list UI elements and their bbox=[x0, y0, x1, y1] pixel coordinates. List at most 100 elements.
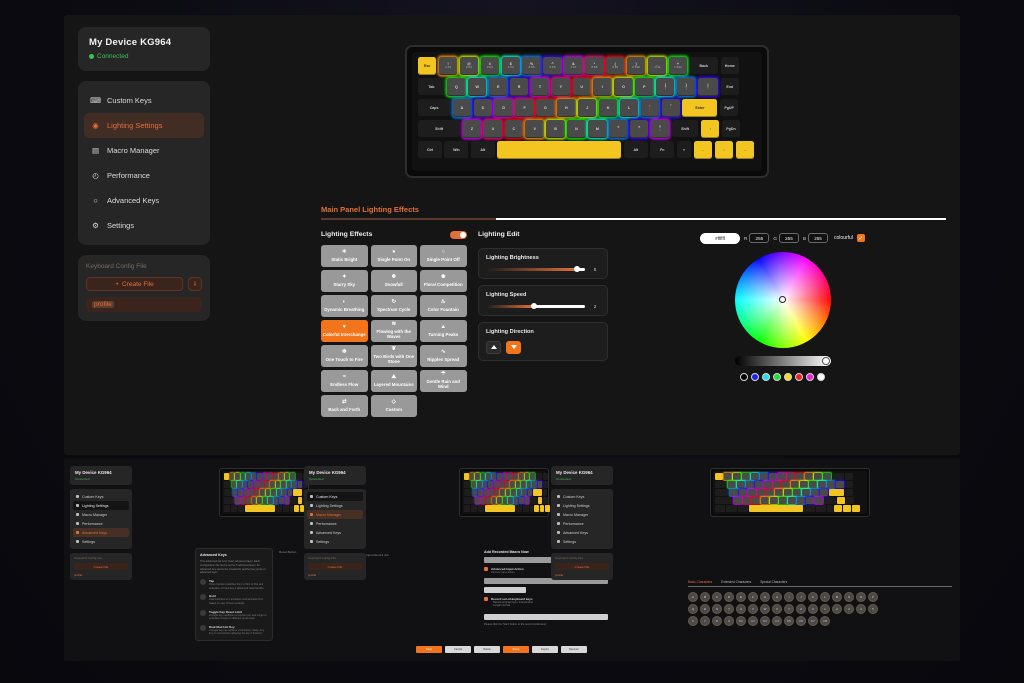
effect-button-floral-competition[interactable]: ❀ Floral Competition bbox=[420, 270, 467, 292]
character-tab-special-characters[interactable]: Special Characters bbox=[760, 580, 788, 584]
keyboard-key[interactable]: | \ bbox=[697, 78, 719, 96]
character-chip[interactable]: F bbox=[748, 592, 758, 602]
keyboard-key[interactable]: R bbox=[509, 78, 529, 96]
keyboard-key[interactable]: Back bbox=[689, 57, 719, 75]
keyboard-key[interactable]: ← bbox=[693, 141, 713, 159]
thumb6-record-button[interactable] bbox=[484, 586, 526, 593]
character-chip[interactable]: F8 bbox=[820, 616, 830, 626]
keyboard-key[interactable]: Alt bbox=[470, 141, 495, 159]
keyboard-key[interactable]: ↓ bbox=[714, 141, 734, 159]
thumbnail-5-keyboard[interactable] bbox=[459, 468, 550, 517]
advanced-key-item[interactable]: Dual Mod Hot Key A single key can achieve… bbox=[200, 624, 268, 636]
keyboard-key[interactable]: S bbox=[473, 99, 492, 117]
character-chip[interactable]: 9 bbox=[724, 616, 734, 626]
thumb-sidebar-item-macro-manager[interactable]: Macro Manager bbox=[73, 510, 129, 519]
thumbnail-9-characters[interactable]: Basic Characters Extended Characters Speci… bbox=[688, 580, 952, 626]
brightness-slider[interactable] bbox=[486, 266, 585, 272]
thumb7-profile[interactable]: profile bbox=[555, 573, 564, 577]
keyboard-key[interactable]: V bbox=[525, 120, 544, 138]
keyboard-key[interactable]: D bbox=[494, 99, 513, 117]
keyboard-key[interactable]: Tab bbox=[418, 78, 445, 96]
keyboard-key[interactable]: #3 F3 bbox=[480, 57, 500, 75]
keyboard-key[interactable]: Q bbox=[447, 78, 466, 96]
hex-color-input[interactable]: #ffffff bbox=[700, 232, 741, 244]
keyboard-key[interactable]: A bbox=[452, 99, 472, 117]
character-chip[interactable]: C bbox=[712, 592, 722, 602]
keyboard-key[interactable]: K bbox=[598, 99, 618, 117]
effect-button-back-and-forth[interactable]: ⇄ Back and Forth bbox=[321, 395, 368, 417]
keyboard-key[interactable]: Alt bbox=[623, 141, 648, 159]
keyboard-key[interactable]: Home bbox=[720, 57, 739, 75]
character-chip[interactable]: T bbox=[724, 604, 734, 614]
character-tab-basic-characters[interactable]: Basic Characters bbox=[688, 580, 713, 584]
effect-button-snowfall[interactable]: ❄ Snowfall bbox=[370, 270, 417, 292]
character-chip[interactable]: F5 bbox=[784, 616, 794, 626]
character-chip[interactable]: K bbox=[808, 592, 818, 602]
thumb-sidebar-item-lighting-settings[interactable]: Lighting Settings bbox=[554, 501, 610, 510]
lighting-effects-toggle[interactable] bbox=[450, 230, 467, 239]
keyboard-key[interactable]: Z bbox=[462, 120, 482, 138]
thumb1-profile[interactable]: profile bbox=[74, 573, 83, 577]
character-chip[interactable]: A bbox=[688, 592, 698, 602]
thumb-footer-button-recover[interactable]: Recover bbox=[561, 646, 587, 653]
keyboard-key[interactable]: M bbox=[588, 120, 607, 138]
effect-button-color-fountain[interactable]: ♨ Color Fountain bbox=[420, 295, 467, 317]
character-chip[interactable]: E bbox=[736, 592, 746, 602]
keyboard-key[interactable]: @2 F2 bbox=[459, 57, 479, 75]
thumb-footer-button-reset[interactable]: Reset bbox=[503, 646, 529, 653]
thumb4-profile[interactable]: profile bbox=[308, 573, 317, 577]
keyboard-key[interactable]: PgUP bbox=[719, 99, 739, 117]
sidebar-item-performance[interactable]: ◴ Performance bbox=[84, 163, 204, 188]
keyboard-key[interactable]: * 8 F8 bbox=[585, 57, 604, 75]
keyboard-key[interactable]: {[ bbox=[656, 78, 675, 96]
effect-button-layered-mountains[interactable]: ⛰ Layered Mountains bbox=[370, 370, 417, 392]
effect-button-dynamic-breathing[interactable]: ◐ Dynamic Breathing bbox=[321, 295, 368, 317]
character-chip[interactable]: H bbox=[772, 592, 782, 602]
keyboard-key[interactable]: ! 1 F1 bbox=[438, 57, 458, 75]
advanced-key-item[interactable]: Tap Press function switches the 1 of firs… bbox=[200, 579, 268, 590]
character-chip[interactable]: N bbox=[844, 592, 854, 602]
effect-button-custom[interactable]: ◇ Custom bbox=[370, 395, 417, 417]
keyboard-key[interactable]: Esc bbox=[418, 57, 437, 75]
character-chip[interactable]: G bbox=[760, 592, 770, 602]
character-chip[interactable]: M bbox=[832, 592, 842, 602]
thumbnail-8-keyboard[interactable] bbox=[710, 468, 870, 517]
thumb-footer-button-export[interactable]: Export bbox=[532, 646, 558, 653]
keyboard-key[interactable]: G bbox=[536, 99, 555, 117]
effect-button-colorful-interchange[interactable]: ♥ Colorful Interchange bbox=[321, 320, 368, 342]
character-chip[interactable]: 5 bbox=[868, 604, 878, 614]
keyboard-key[interactable]: Win bbox=[444, 141, 469, 159]
color-swatch[interactable] bbox=[806, 372, 814, 381]
effect-button-static-bright[interactable]: ☀ Static Bright bbox=[321, 245, 368, 267]
character-chip[interactable]: F6 bbox=[796, 616, 806, 626]
effect-button-flowing-with-the-waves[interactable]: ≋ Flowing with the Waves bbox=[370, 320, 417, 342]
character-chip[interactable]: F2 bbox=[748, 616, 758, 626]
character-tab-extended-characters[interactable]: Extended Characters bbox=[721, 580, 752, 584]
thumb-sidebar-item-custom-keys[interactable]: Custom Keys bbox=[307, 492, 363, 501]
thumb-sidebar-item-custom-keys[interactable]: Custom Keys bbox=[554, 492, 610, 501]
sidebar-item-advanced-keys[interactable]: ○ Advanced Keys bbox=[84, 188, 204, 213]
keyboard-key[interactable] bbox=[497, 141, 622, 159]
thumbnail-4-sidebar[interactable]: My Device KG964 Connected Custom Keys Lig… bbox=[304, 466, 366, 580]
keyboard-key[interactable]: Shift bbox=[671, 120, 699, 138]
color-swatch[interactable] bbox=[751, 372, 759, 381]
character-chip[interactable]: W bbox=[760, 604, 770, 614]
sidebar-item-settings[interactable]: ⚙ Settings bbox=[84, 213, 204, 238]
effect-button-single-point-on[interactable]: ● Single Point On bbox=[370, 245, 417, 267]
character-chip[interactable]: V bbox=[748, 604, 758, 614]
direction-up-button[interactable] bbox=[486, 340, 501, 354]
effect-button-ripples-spread[interactable]: ∿ Ripples Spread bbox=[420, 345, 467, 367]
character-chip[interactable]: R bbox=[700, 604, 710, 614]
keyboard-key[interactable]: H bbox=[557, 99, 576, 117]
thumb-sidebar-item-advanced-keys[interactable]: Advanced Keys bbox=[554, 528, 610, 537]
character-chip[interactable]: S bbox=[712, 604, 722, 614]
character-chip[interactable]: D bbox=[724, 592, 734, 602]
keyboard-key[interactable]: B bbox=[546, 120, 565, 138]
character-chip[interactable]: L bbox=[820, 592, 830, 602]
thumb6-checkbox-1[interactable]: Advanced Input Action Recover input acti… bbox=[484, 567, 608, 575]
keyboard-key[interactable]: Enter bbox=[682, 99, 718, 117]
thumb-sidebar-item-performance[interactable]: Performance bbox=[307, 519, 363, 528]
keyboard-key[interactable]: Y bbox=[551, 78, 571, 96]
color-swatch[interactable] bbox=[773, 372, 781, 381]
character-chip[interactable]: Y bbox=[784, 604, 794, 614]
